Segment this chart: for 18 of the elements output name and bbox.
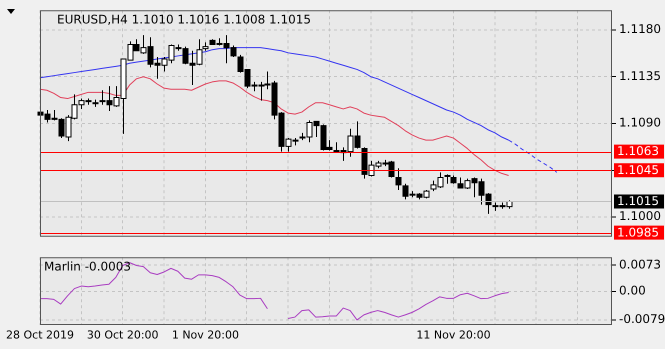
y-tick-label: 0.00 <box>619 284 646 298</box>
ref-line-label: 1.1063 <box>617 144 659 158</box>
candlestick <box>444 174 450 184</box>
y-tick-label: 1.1000 <box>619 209 661 224</box>
y-tick-label: 1.1135 <box>619 68 661 83</box>
x-tick-label: 1 Nov 20:00 <box>172 328 239 342</box>
ref-line-label: 1.0985 <box>617 225 659 240</box>
x-tick-label: 30 Oct 20:00 <box>86 328 159 342</box>
candlestick <box>396 168 402 191</box>
x-tick-label: 28 Oct 2019 <box>6 328 74 342</box>
ref-line-label: 1.1045 <box>617 162 659 177</box>
ref-line-label: 1.1015 <box>617 194 659 208</box>
chart-title: EURUSD,H4 1.1010 1.1016 1.1008 1.1015 <box>57 12 312 26</box>
y-tick-label: -0.0079 <box>619 312 665 326</box>
y-tick-label: 1.1090 <box>619 116 661 130</box>
y-tick-label: 1.1180 <box>619 22 661 36</box>
y-tick-label: 0.0073 <box>619 257 661 272</box>
x-tick-label: 11 Nov 20:00 <box>416 328 491 342</box>
